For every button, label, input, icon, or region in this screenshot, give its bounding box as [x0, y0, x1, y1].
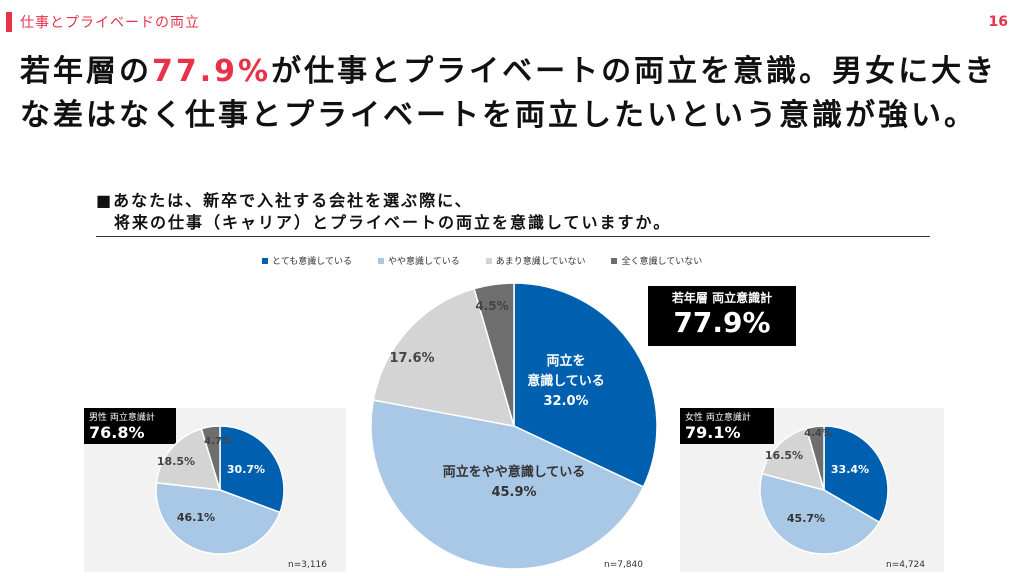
- legend-label-somewhat: やや意識している: [388, 257, 460, 267]
- question-line-1: ■あなたは、新卒で入社する会社を選ぶ際に、: [96, 191, 473, 210]
- question-line-2: 将来の仕事（キャリア）とプライベートの両立を意識していますか。: [96, 213, 672, 232]
- female-badge: 女性 両立意識計 79.1%: [680, 408, 774, 444]
- legend-item-very: とても意識している: [262, 254, 352, 267]
- legend-label-not-much: あまり意識していない: [495, 257, 586, 267]
- legend: とても意識している やや意識している あまり意識していない 全く意識していない: [262, 254, 702, 267]
- female-badge-label: 女性 両立意識計: [685, 413, 751, 423]
- male-badge-label: 男性 両立意識計: [89, 413, 155, 423]
- legend-item-not-much: あまり意識していない: [485, 254, 586, 267]
- legend-label-not-at-all: 全く意識していない: [621, 257, 703, 267]
- male-badge: 男性 両立意識計 76.8%: [84, 408, 176, 444]
- overall-n-label: n=7,840: [604, 560, 644, 570]
- overall-label-not-much: 17.6%: [389, 351, 434, 366]
- section-title: 仕事とプライベードの両立: [20, 15, 200, 31]
- overall-label-very: 両立を意識している 32.0%: [527, 353, 605, 409]
- overall-slice-somewhat: [370, 399, 645, 570]
- female-n-label: n=4,724: [886, 560, 926, 570]
- legend-swatch-very: [262, 257, 268, 264]
- headline: 若年層の77.9%が仕事とプライベートの両立を意識。男女に大きな差はなく仕事とプ…: [20, 50, 1010, 138]
- legend-swatch-not-much: [485, 257, 492, 264]
- legend-label-very: とても意識している: [272, 257, 353, 267]
- question: ■あなたは、新卒で入社する会社を選ぶ際に、 将来の仕事（キャリア）とプライベート…: [96, 190, 671, 234]
- headline-highlight: 77.9%: [152, 54, 272, 89]
- male-n-label: n=3,116: [288, 560, 328, 570]
- overall-slice-very: [513, 282, 658, 488]
- overall-badge: 若年層 両立意識計 77.9%: [648, 286, 796, 346]
- headline-pre: 若年層の: [20, 54, 152, 89]
- overall-badge-value: 77.9%: [673, 306, 771, 339]
- male-badge-value: 76.8%: [89, 423, 145, 442]
- overall-slice-not-at-all: [473, 282, 515, 427]
- overall-label-somewhat: 両立をやや意識している 45.9%: [443, 464, 586, 500]
- overall-badge-label: 若年層 両立意識計: [671, 291, 773, 305]
- overall-slice-not-much: [372, 287, 516, 427]
- legend-item-not-at-all: 全く意識していない: [611, 254, 702, 267]
- female-badge-value: 79.1%: [685, 423, 741, 442]
- question-underline: [96, 236, 930, 237]
- legend-item-somewhat: やや意識している: [378, 254, 460, 267]
- section-marker: [6, 12, 12, 32]
- overall-label-not-at-all: 4.5%: [475, 299, 508, 313]
- page-number: 16: [988, 14, 1008, 30]
- legend-swatch-somewhat: [378, 257, 385, 264]
- legend-swatch-not-at-all: [611, 257, 618, 264]
- headline-post: が仕事とプライベートの両立を意識。男女に大きな差はなく仕事とプライベートを両立し…: [20, 54, 998, 133]
